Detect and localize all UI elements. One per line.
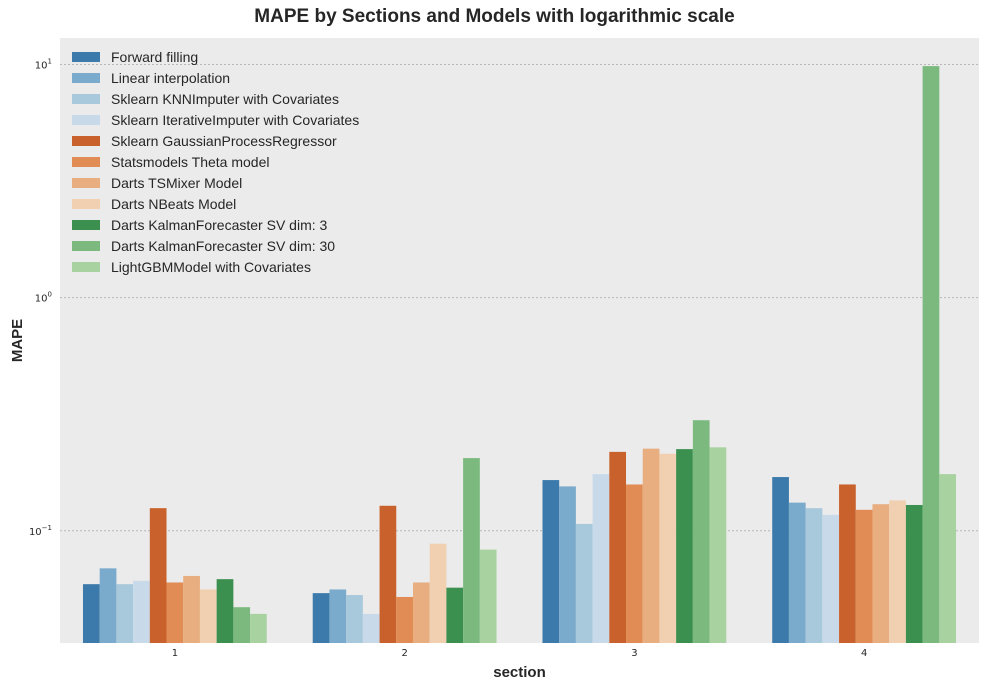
y-axis-label: MAPE [9,319,26,362]
x-axis-label: section [493,664,546,681]
legend-label: Darts KalmanForecaster SV dim: 3 [111,217,328,233]
bar [889,500,906,643]
legend-swatch [72,262,100,272]
y-tick-base: 10 [35,294,48,305]
bar [805,508,823,643]
y-tick-exponent: −1 [42,524,52,532]
bar [659,453,677,643]
legend-swatch [72,157,100,167]
y-tick-base: 10 [29,527,42,538]
bar [922,66,940,644]
bar [626,484,643,643]
bar [396,596,413,643]
bar [250,613,267,643]
bar [362,613,380,643]
legend-swatch [72,178,100,188]
legend-label: Linear interpolation [111,70,230,86]
bar [379,505,397,643]
bar [199,589,217,643]
legend-label: Sklearn IterativeImputer with Covariates [111,112,359,128]
y-tick-exponent: 1 [48,58,52,66]
bar [788,502,806,643]
legend-swatch [72,73,100,83]
bar [592,474,610,643]
bar [183,575,200,643]
bar [575,523,593,643]
bar [542,480,560,643]
legend-label: Statsmodels Theta model [111,154,270,170]
bar [709,447,727,643]
bar [676,449,693,643]
bar [429,543,447,643]
bar [609,451,627,643]
bar [149,508,167,643]
legend-swatch [72,241,100,251]
legend-label: Sklearn KNNImputer with Covariates [111,91,339,107]
x-tick-label: 4 [861,648,867,659]
bars [82,66,957,644]
bar [233,607,251,643]
bar [82,584,100,643]
bar [855,509,873,643]
bar [412,582,430,643]
legend-swatch [72,199,100,209]
bar [166,582,184,643]
legend-swatch [72,220,100,230]
bar [559,486,576,643]
legend-label: Darts NBeats Model [111,196,236,212]
bar [642,448,660,643]
y-tick-label: 101 [35,58,52,72]
legend-label: Forward filling [111,49,198,65]
bar [446,587,464,643]
legend-label: Darts KalmanForecaster SV dim: 30 [111,238,335,254]
bar [772,477,789,643]
bar [99,568,117,643]
legend-swatch [72,94,100,104]
bar [463,458,480,643]
bar [822,514,840,643]
legend-label: Sklearn GaussianProcessRegressor [111,133,337,149]
x-tick-label: 1 [172,648,178,659]
bar [939,474,957,643]
y-tick-label: 10−1 [29,524,52,538]
y-tick-label: 100 [35,291,52,305]
bar [329,589,347,643]
x-tick-label: 2 [401,648,407,659]
x-tick-label: 3 [631,648,637,659]
bar [346,595,363,643]
y-tick-exponent: 0 [48,291,52,299]
legend-label: LightGBMModel with Covariates [111,259,311,275]
bar [133,580,150,643]
bar [905,504,923,643]
y-tick-base: 10 [35,61,48,72]
bar [479,549,497,643]
chart-title: MAPE by Sections and Models with logarit… [254,6,735,27]
bar [692,420,710,643]
bar [839,484,856,643]
legend: Forward filling Linear interpolation Sklea… [72,49,359,275]
legend-swatch [72,52,100,62]
legend-swatch [72,136,100,146]
bar [216,579,234,643]
legend-swatch [72,115,100,125]
x-ticks: 1 2 3 4 [172,648,868,659]
bar [312,593,330,643]
bar [872,504,890,643]
bar [116,584,134,643]
legend-label: Darts TSMixer Model [111,175,242,191]
